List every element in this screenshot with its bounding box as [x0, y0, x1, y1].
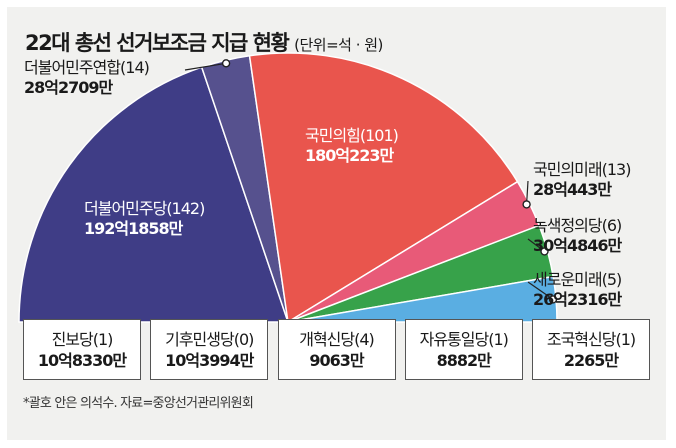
unit-label: (단위=석 · 원) [294, 36, 383, 54]
party-name: 조국혁신당(1) [546, 329, 636, 349]
leader-line-1 [184, 62, 227, 71]
party-name: 국민의미래(13) [533, 160, 631, 179]
chart-title: 22대 총선 선거보조금 지급 현황 (단위=석 · 원) [25, 31, 383, 55]
party-box-0: 진보당(1) 10억8330만 [23, 319, 141, 380]
footnote: *괄호 안은 의석수. 자료=중앙선거관리위원회 [23, 396, 254, 411]
amount-value: 28억443만 [533, 180, 612, 199]
leader-dot-3 [522, 200, 531, 209]
leader-dot-1 [221, 59, 231, 68]
slice-label-4: 녹색정의당(6) 30억4846만 [533, 216, 622, 256]
party-box-1: 기후민생당(0) 10억3994만 [150, 319, 269, 380]
party-box-2: 개혁신당(4) 9063만 [277, 319, 396, 380]
party-name: 개혁신당(4) [299, 329, 375, 349]
amount-value: 10억3994만 [165, 350, 254, 370]
pie-slice-2 [248, 52, 519, 324]
amount-value: 10억8330만 [37, 350, 127, 370]
amount-value: 30억4846만 [533, 236, 622, 255]
pie-slice-0 [18, 66, 290, 323]
party-name: 녹색정의당(6) [533, 216, 622, 235]
amount-value: 26억2316만 [533, 290, 622, 309]
party-name: 국민의힘(101) [305, 126, 399, 145]
party-box-4: 조국혁신당(1) 2265만 [532, 319, 650, 380]
slice-label-1: 더불어민주연합(14) 28억2709만 [24, 58, 150, 98]
slice-label-0: 더불어민주당(142) 192억1858만 [84, 199, 205, 239]
leader-dot-4 [540, 247, 549, 256]
amount-value: 2265만 [563, 350, 619, 370]
amount-value: 8882만 [436, 350, 492, 370]
amount-value: 28억2709만 [24, 78, 113, 97]
slice-label-5: 새로운미래(5) 26억2316만 [533, 270, 622, 310]
leader-line-5 [527, 281, 554, 300]
party-name: 더불어민주당(142) [84, 199, 205, 218]
amount-value: 192억1858만 [84, 219, 183, 238]
amount-value: 9063만 [309, 350, 364, 370]
party-box-3: 자유통일당(1) 8882만 [404, 319, 523, 380]
minor-party-boxes: 진보당(1) 10억8330만 기후민생당(0) 10억3994만 개혁신당(4) 906… [23, 319, 650, 382]
slice-label-3: 국민의미래(13) 28억443만 [533, 160, 631, 200]
slice-label-2: 국민의힘(101) 180억223만 [305, 126, 399, 166]
party-name: 자유통일당(1) [419, 329, 509, 349]
amount-value: 180억223만 [305, 146, 394, 165]
leader-dot-5 [548, 295, 558, 304]
party-name: 진보당(1) [51, 329, 114, 349]
party-name: 기후민생당(0) [165, 329, 254, 349]
party-name: 새로운미래(5) [533, 270, 622, 289]
party-name: 더불어민주연합(14) [24, 58, 150, 77]
